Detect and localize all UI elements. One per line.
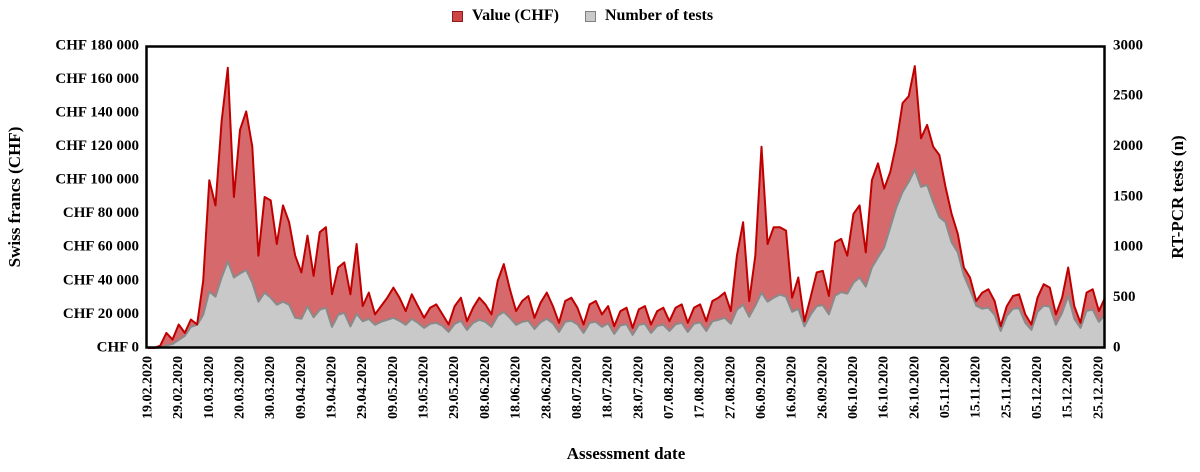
x-tick-label: 18.07.2020	[601, 356, 616, 419]
x-tick-label: 08.06.2020	[478, 356, 493, 419]
x-tick-label: 25.11.2020	[999, 356, 1014, 418]
x-tick-label: 15.12.2020	[1061, 356, 1076, 419]
legend-label-value: Value (CHF)	[472, 7, 559, 24]
plot-border	[145, 45, 1106, 349]
x-tick-label: 18.06.2020	[509, 356, 524, 419]
y-right-tick-label: 1000	[1113, 239, 1143, 255]
x-tick-label: 28.06.2020	[539, 356, 554, 419]
legend-label-tests: Number of tests	[604, 7, 714, 24]
x-tick-label: 07.08.2020	[662, 356, 677, 419]
y-left-tick-label: CHF 160 000	[55, 71, 139, 87]
x-tick-label: 16.09.2020	[785, 356, 800, 419]
x-tick-label: 19.05.2020	[417, 356, 432, 419]
y-left-tick-label: CHF 40 000	[63, 272, 139, 288]
x-tick-label: 16.10.2020	[877, 356, 892, 419]
y-left-tick-label: CHF 140 000	[55, 105, 139, 121]
y-left-tick-label: CHF 100 000	[55, 172, 139, 188]
x-tick-label: 27.08.2020	[723, 356, 738, 419]
y-left-tick-labels: CHF 180 000 CHF 160 000 CHF 140 000 CHF 120…	[55, 37, 139, 355]
x-tick-label: 30.03.2020	[263, 356, 278, 419]
x-axis-title: Assessment date	[567, 444, 686, 463]
x-tick-labels: 19.02.2020 29.02.2020 10.03.2020 20.03.2020…	[141, 356, 1107, 419]
x-tick-label: 19.04.2020	[325, 356, 340, 419]
x-tick-label: 06.10.2020	[846, 356, 861, 419]
x-tick-label: 29.02.2020	[171, 356, 186, 419]
x-tick-label: 06.09.2020	[754, 356, 769, 419]
x-tick-label: 05.12.2020	[1030, 356, 1045, 419]
x-tick-label: 29.05.2020	[447, 356, 462, 419]
x-tick-label: 19.02.2020	[141, 356, 156, 419]
y-right-tick-label: 0	[1113, 339, 1121, 355]
y-left-axis-title: Swiss francs (CHF)	[5, 127, 24, 268]
y-left-tick-label: CHF 60 000	[63, 239, 139, 255]
legend-item-tests: Number of tests	[584, 7, 714, 25]
y-left-tick-label: CHF 80 000	[63, 205, 139, 221]
tests-line	[148, 168, 1106, 349]
x-tick-label: 26.09.2020	[815, 356, 830, 419]
y-left-tick-label: CHF 20 000	[63, 306, 139, 322]
tests-series-swatch-icon	[584, 10, 596, 22]
x-tick-label: 09.05.2020	[386, 356, 401, 419]
x-tick-label: 08.07.2020	[570, 356, 585, 419]
tests-area-fill	[148, 169, 1105, 348]
value-line	[148, 65, 1106, 349]
y-right-tick-label: 1500	[1113, 188, 1143, 204]
x-tick-label: 28.07.2020	[631, 356, 646, 419]
value-area-fill	[148, 66, 1105, 348]
y-right-tick-label: 3000	[1113, 37, 1143, 53]
x-tick-label: 26.10.2020	[907, 356, 922, 419]
y-left-tick-label: CHF 180 000	[55, 37, 139, 53]
x-tick-label: 29.04.2020	[355, 356, 370, 419]
y-right-tick-label: 2000	[1113, 138, 1143, 154]
y-left-tick-label: CHF 0	[97, 339, 139, 355]
x-tick-label: 05.11.2020	[938, 356, 953, 418]
y-right-tick-label: 500	[1113, 289, 1136, 305]
x-tick-label: 09.04.2020	[294, 356, 309, 419]
chart-legend: Value (CHF) Number of tests	[452, 7, 713, 25]
legend-item-value: Value (CHF)	[452, 7, 559, 25]
x-tick-label: 17.08.2020	[693, 356, 708, 419]
value-series-swatch-icon	[452, 10, 463, 22]
x-tick-label: 25.12.2020	[1091, 356, 1106, 419]
plot-areas	[148, 65, 1106, 349]
y-right-tick-label: 2500	[1113, 88, 1143, 104]
y-left-tick-label: CHF 120 000	[55, 138, 139, 154]
y-right-axis-title: RT-PCR tests (n)	[1168, 135, 1187, 258]
y-right-tick-labels: 3000 2500 2000 1500 1000 500 0	[1113, 37, 1143, 355]
x-tick-label: 20.03.2020	[233, 356, 248, 419]
x-tick-label: 10.03.2020	[202, 356, 217, 419]
x-tick-label: 15.11.2020	[969, 356, 984, 418]
